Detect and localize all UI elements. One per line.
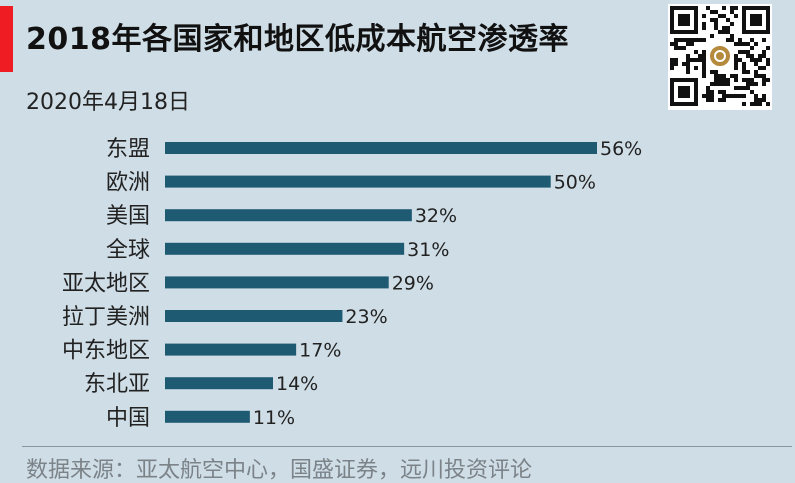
bar [165, 410, 250, 423]
value-label: 23% [345, 306, 387, 328]
title-accent-bar [0, 6, 13, 72]
source-note: 数据来源：亚太航空中心，国盛证券，远川投资评论 [26, 458, 533, 483]
category-label: 欧洲 [106, 171, 150, 196]
chart-date: 2020年4月18日 [26, 90, 190, 115]
bar [165, 377, 273, 390]
bar [165, 343, 297, 356]
bar [165, 142, 597, 154]
category-label: 拉丁美洲 [62, 305, 150, 330]
value-label: 31% [407, 239, 449, 261]
category-label: 美国 [106, 204, 150, 229]
bar-chart: 东盟 56% 欧洲 50% 美国 32% 全球 31% 亚太地区 29% 拉丁美洲 23% 中东地区 17… [0, 120, 795, 440]
category-label: 亚太地区 [62, 271, 150, 296]
category-label: 中国 [106, 406, 150, 431]
value-label: 56% [600, 138, 642, 160]
category-label: 中东地区 [62, 339, 150, 364]
chart-title: 2018年各国家和地区低成本航空渗透率 [26, 22, 569, 57]
value-label: 32% [415, 205, 457, 227]
category-label: 全球 [106, 238, 150, 263]
value-label: 11% [253, 407, 295, 429]
category-label: 东北亚 [84, 372, 150, 397]
bar [165, 310, 343, 322]
qr-code-icon [668, 4, 772, 110]
bar [165, 175, 551, 188]
footer-divider [22, 446, 792, 447]
bar [165, 242, 405, 255]
value-label: 50% [554, 172, 596, 194]
value-label: 29% [392, 272, 434, 294]
value-label: 17% [299, 340, 341, 362]
category-label: 东盟 [106, 137, 150, 162]
bar [165, 209, 412, 222]
bar [165, 276, 389, 289]
value-label: 14% [276, 373, 318, 395]
bar-chart-svg: 东盟 56% 欧洲 50% 美国 32% 全球 31% 亚太地区 29% 拉丁美洲 23% 中东地区 17… [62, 137, 642, 431]
